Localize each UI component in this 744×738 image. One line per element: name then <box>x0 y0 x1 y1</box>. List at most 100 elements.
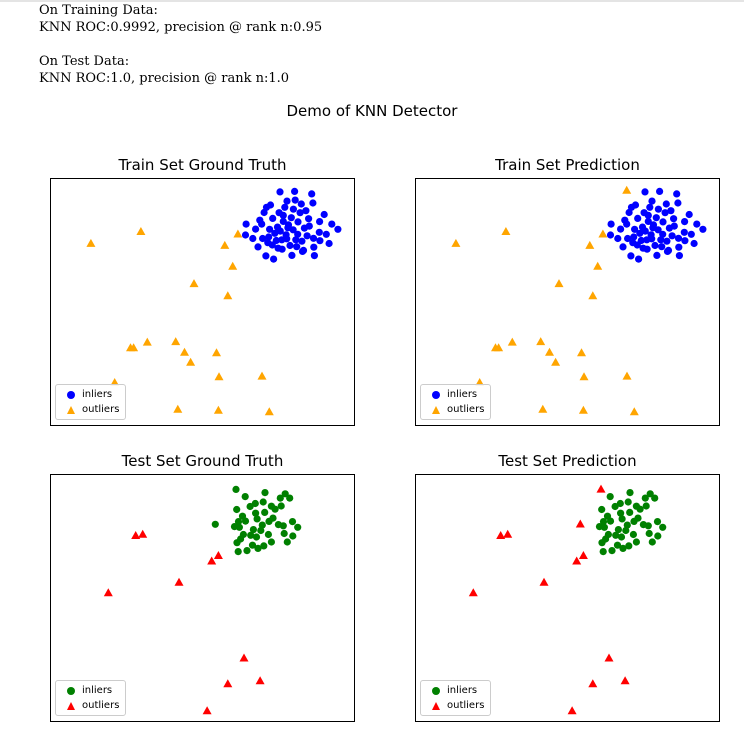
inlier-point <box>644 217 652 225</box>
outlier-point <box>503 529 513 538</box>
chart-title: Train Set Prediction <box>495 156 640 174</box>
inlier-point <box>252 225 260 233</box>
inlier-point <box>243 547 251 555</box>
inlier-point <box>681 218 689 226</box>
inlier-point <box>283 197 291 205</box>
outlier-point <box>538 404 548 413</box>
inlier-point <box>614 526 622 534</box>
inlier-point <box>305 222 313 230</box>
inlier-point <box>646 203 654 211</box>
top-divider <box>0 0 744 2</box>
legend-entry-inliers: inliers <box>60 683 119 698</box>
inlier-point <box>636 505 644 513</box>
inlier-point <box>260 542 268 550</box>
inlier-point <box>675 252 683 260</box>
inlier-point <box>629 530 637 539</box>
chart-title: Test Set Ground Truth <box>121 452 284 470</box>
inlier-point <box>298 237 306 245</box>
chart-title: Test Set Prediction <box>498 452 637 470</box>
inlier-point <box>294 218 302 226</box>
inlier-point <box>246 502 254 511</box>
inlier-point <box>252 533 261 541</box>
legend-label: inliers <box>447 389 478 400</box>
legend-label: outliers <box>447 404 485 415</box>
legend-outlier-marker <box>67 701 75 710</box>
inlier-point <box>310 252 318 260</box>
inlier-point <box>234 548 242 556</box>
outlier-point <box>174 577 184 586</box>
inlier-point <box>259 234 267 243</box>
inlier-point <box>645 529 653 538</box>
inlier-point <box>651 241 659 250</box>
inlier-point <box>616 499 624 508</box>
inlier-point <box>265 517 273 525</box>
inlier-point <box>670 215 678 223</box>
inlier-point <box>260 208 268 217</box>
inlier-point <box>606 493 614 501</box>
inlier-point <box>598 505 606 514</box>
outlier-point <box>86 238 96 247</box>
inlier-point <box>325 239 333 248</box>
panel-test-ground-truth: Test Set Ground Truth inliers outliers <box>50 452 355 722</box>
inlier-point <box>334 225 342 233</box>
inlier-point <box>626 508 634 516</box>
legend-outlier-marker <box>432 405 440 414</box>
inlier-point <box>659 230 667 238</box>
inlier-point <box>294 523 302 531</box>
outlier-point <box>629 407 639 416</box>
inlier-point <box>254 544 262 552</box>
outlier-point <box>142 337 152 346</box>
outlier-point <box>588 291 598 300</box>
inlier-point <box>654 532 662 540</box>
inlier-point <box>693 220 701 228</box>
legend-entry-inliers: inliers <box>425 387 484 402</box>
inlier-point <box>619 544 627 552</box>
outlier-point <box>579 372 589 381</box>
legend: inliers outliers <box>55 680 127 716</box>
inlier-point <box>654 205 662 213</box>
legend-entry-inliers: inliers <box>60 387 119 402</box>
legend-label: inliers <box>447 685 478 696</box>
inlier-point <box>286 494 294 502</box>
inlier-point <box>253 515 261 523</box>
inlier-point <box>639 244 647 252</box>
legend-label: inliers <box>82 389 113 400</box>
inlier-point <box>606 517 615 525</box>
inlier-point <box>649 221 658 229</box>
inlier-point <box>606 231 615 239</box>
inlier-point <box>237 535 245 543</box>
outlier-point <box>622 371 632 380</box>
inlier-point <box>699 225 707 233</box>
inlier-point <box>258 521 266 529</box>
inlier-point <box>270 255 278 263</box>
inlier-point <box>625 208 633 217</box>
inlier-point <box>265 233 273 241</box>
outlier-point <box>622 185 632 194</box>
inlier-point <box>287 214 295 222</box>
outlier-point <box>596 484 606 493</box>
outlier-point <box>451 238 461 247</box>
panel-train-ground-truth: Train Set Ground Truth inliers outliers <box>50 156 355 426</box>
outlier-point <box>186 357 196 366</box>
inlier-point <box>599 518 608 526</box>
inlier-point <box>262 252 270 260</box>
inlier-point <box>276 494 284 502</box>
outlier-point <box>180 347 189 356</box>
inlier-point <box>241 493 249 501</box>
inlier-point <box>663 237 671 245</box>
outlier-point <box>545 347 554 356</box>
inlier-point <box>607 220 615 228</box>
inlier-point <box>242 220 250 228</box>
outlier-point <box>501 227 511 235</box>
inlier-point <box>254 243 262 251</box>
inlier-point <box>261 489 269 497</box>
inlier-point <box>248 541 257 549</box>
inlier-point <box>288 251 296 259</box>
outlier-point <box>536 337 546 346</box>
outlier-point <box>214 372 224 381</box>
inlier-point <box>293 243 301 251</box>
inlier-point <box>674 199 682 207</box>
inlier-point <box>602 535 610 543</box>
inlier-point <box>670 222 678 230</box>
inlier-point <box>264 530 272 539</box>
